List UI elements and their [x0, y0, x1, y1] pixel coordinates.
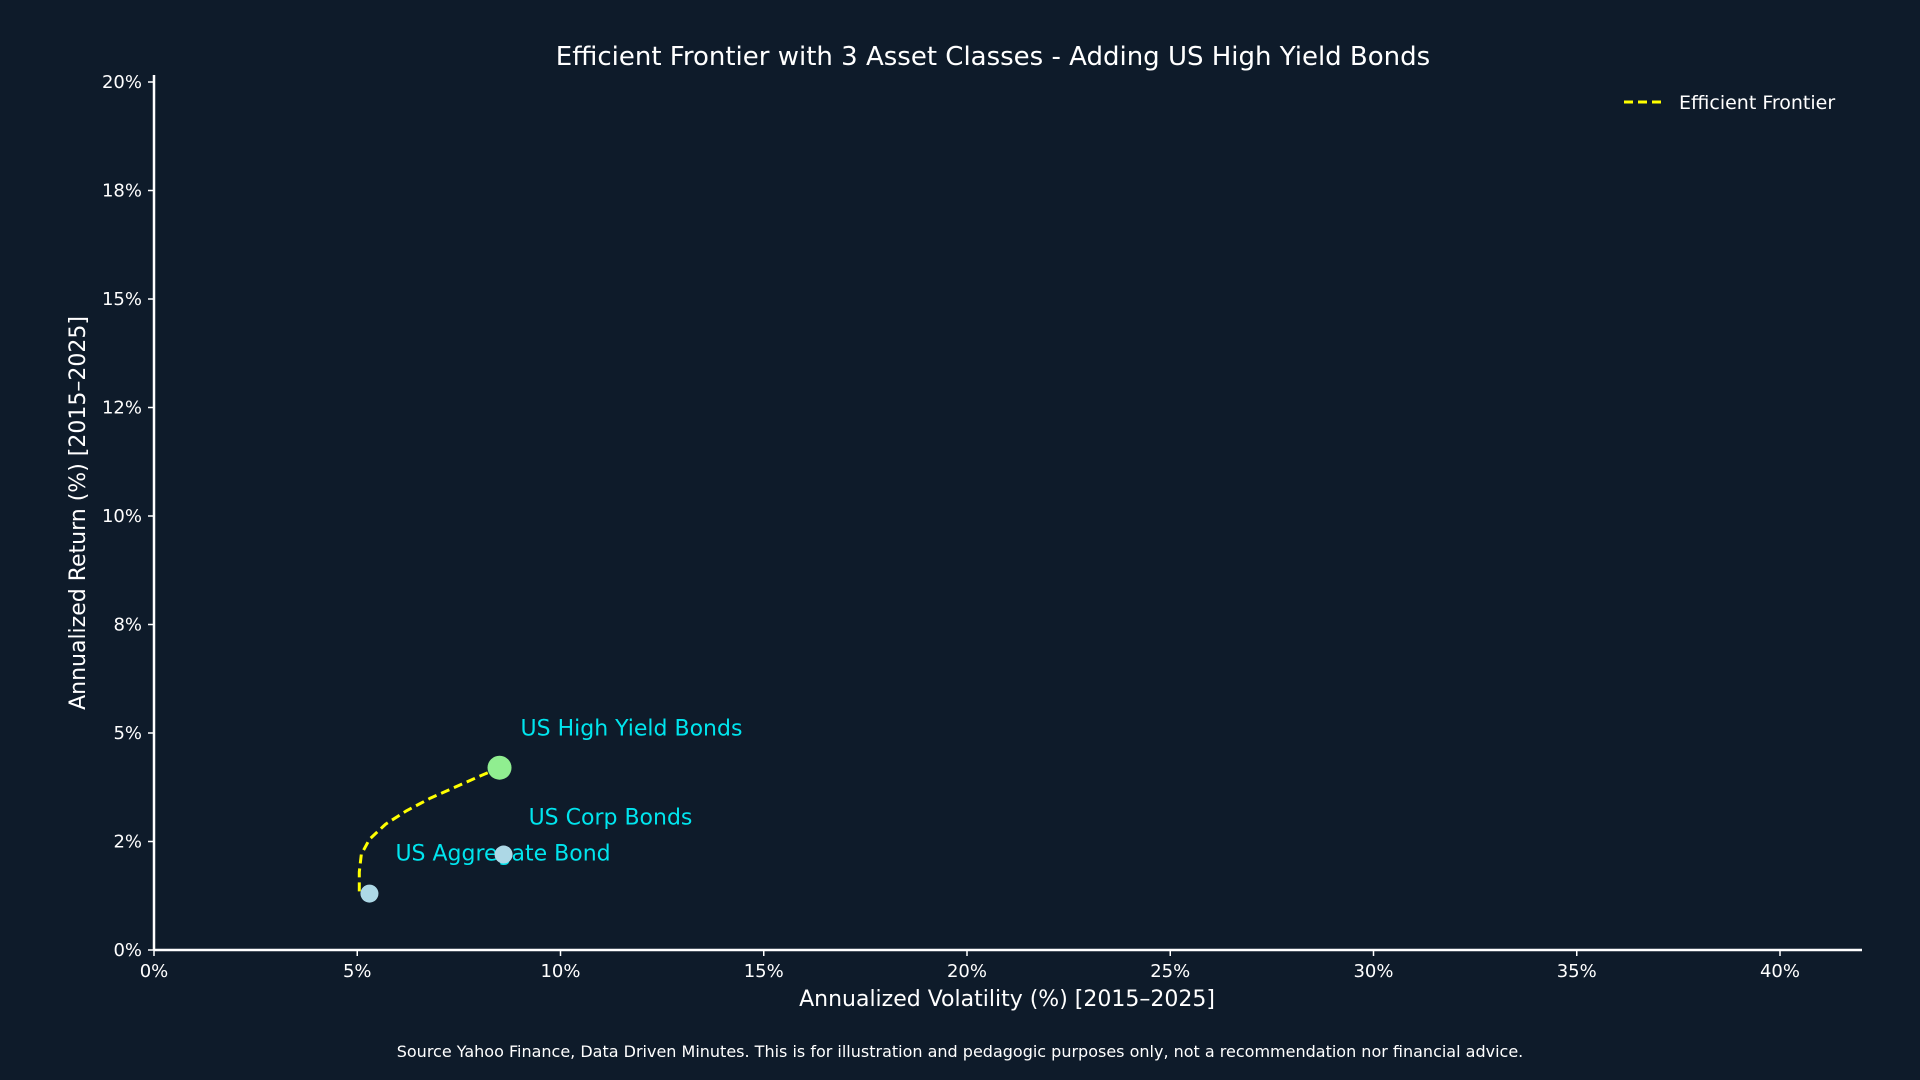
y-tick-label: 8% [113, 615, 142, 636]
y-tick-label: 5% [113, 723, 142, 744]
x-tick-label: 10% [540, 961, 580, 982]
y-tick-label: 20% [102, 72, 142, 93]
x-axis-ticks: 0% 5% 10% 15% 20% 25% 30% 35% 40% [140, 950, 1800, 982]
x-tick-label: 15% [744, 961, 784, 982]
y-tick-label: 2% [113, 832, 142, 853]
y-tick-label: 15% [102, 289, 142, 310]
legend: Efficient Frontier [1624, 92, 1835, 114]
legend-label-efficient-frontier: Efficient Frontier [1679, 92, 1835, 114]
source-footnote: Source Yahoo Finance, Data Driven Minute… [396, 1042, 1524, 1061]
y-tick-label: 0% [113, 940, 142, 961]
x-tick-label: 0% [140, 961, 169, 982]
x-tick-label: 25% [1150, 961, 1190, 982]
asset-point [494, 845, 513, 864]
axes [152, 75, 1862, 952]
asset-point [360, 884, 379, 903]
asset-label: US High Yield Bonds [521, 717, 743, 742]
chart-title: Efficient Frontier with 3 Asset Classes … [556, 42, 1430, 72]
y-tick-label: 18% [102, 181, 142, 202]
efficient-frontier-line [357, 766, 501, 892]
asset-label: US Corp Bonds [529, 806, 693, 831]
x-tick-label: 35% [1557, 961, 1597, 982]
x-tick-label: 5% [343, 961, 372, 982]
x-axis-label: Annualized Volatility (%) [2015–2025] [799, 987, 1215, 1012]
asset-point [487, 755, 512, 780]
y-tick-label: 10% [102, 506, 142, 527]
x-tick-label: 20% [947, 961, 987, 982]
y-tick-label: 12% [102, 398, 142, 419]
x-tick-label: 40% [1760, 961, 1800, 982]
y-axis-ticks: 0% 2% 5% 8% 10% 12% 15% 18% 20% [102, 72, 154, 961]
x-tick-label: 30% [1353, 961, 1393, 982]
y-axis-label: Annualized Return (%) [2015–2025] [66, 316, 91, 710]
